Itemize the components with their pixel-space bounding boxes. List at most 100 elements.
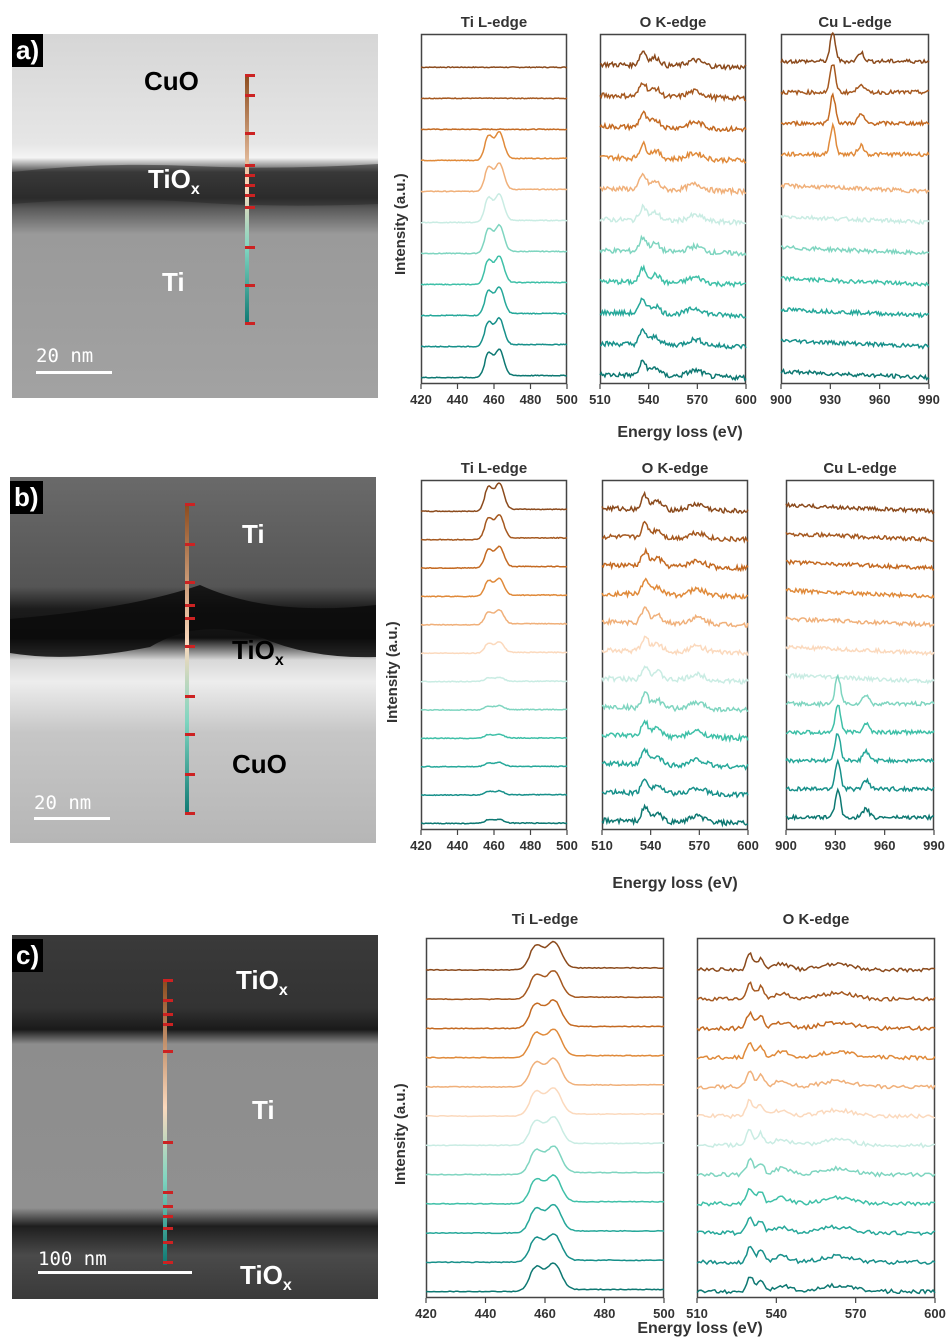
tick-label: 540 bbox=[640, 838, 662, 853]
tick-label: 900 bbox=[770, 392, 792, 407]
label-tiox: TiOx bbox=[148, 164, 200, 198]
spectrum-line bbox=[599, 172, 747, 197]
spectrum-line bbox=[696, 1276, 936, 1295]
spectrum-line bbox=[425, 1057, 665, 1088]
tick-group-cu: 900 930 960 990 bbox=[775, 830, 945, 853]
spectrum-line bbox=[420, 641, 568, 655]
plot-frame bbox=[599, 33, 747, 385]
spectrum-line bbox=[420, 482, 568, 513]
spectrum-line bbox=[601, 665, 749, 685]
tick-label: 500 bbox=[653, 1306, 675, 1321]
spectrum-line bbox=[696, 1216, 936, 1236]
spectrum-line bbox=[420, 255, 568, 286]
label-ti: Ti bbox=[252, 1095, 275, 1125]
spectrum-line bbox=[599, 359, 747, 382]
scale-bar bbox=[36, 371, 112, 374]
spectrum-line bbox=[696, 1128, 935, 1149]
chart-title: Cu L-edge bbox=[818, 14, 892, 31]
label-cuo: CuO bbox=[144, 66, 199, 96]
spectrum-line bbox=[599, 264, 747, 289]
spectrum-cu-a bbox=[780, 31, 930, 385]
spectrum-ti-a bbox=[420, 33, 568, 385]
tem-micrograph-a bbox=[12, 34, 378, 398]
spectrum-line bbox=[599, 140, 747, 165]
panel-a: a) CuO TiOx Ti 20 nm Intensity (a.u.) Ti… bbox=[0, 0, 949, 445]
spectrum-line bbox=[780, 182, 930, 194]
tick-group-ti: 420 440 460 480 500 bbox=[410, 384, 578, 407]
plot-frame bbox=[785, 479, 935, 831]
tick-label: 990 bbox=[923, 838, 945, 853]
spectrum-line bbox=[785, 672, 935, 685]
spectrum-line bbox=[426, 1262, 665, 1293]
spectrum-line bbox=[601, 577, 749, 600]
spectrum-line bbox=[785, 787, 935, 822]
spectrum-line bbox=[599, 81, 747, 103]
spectrum-line bbox=[785, 673, 935, 709]
label-cuo: CuO bbox=[232, 749, 287, 779]
spectrum-line bbox=[420, 577, 568, 598]
spectrum-line bbox=[780, 214, 930, 226]
spectrum-line bbox=[425, 1116, 665, 1147]
spectrum-line bbox=[780, 338, 930, 350]
plot-frame bbox=[420, 479, 568, 831]
spectrum-line bbox=[421, 192, 568, 224]
ticks-a: 420 440 460 480 500 510 540 570 600 900 930 960 99… bbox=[410, 384, 940, 407]
spectrum-line bbox=[425, 1028, 665, 1059]
spectrum-line bbox=[420, 789, 568, 797]
tick-label: 540 bbox=[638, 392, 660, 407]
spectrum-line bbox=[420, 316, 568, 348]
chart-title: Ti L-edge bbox=[460, 460, 528, 477]
label-ti: Ti bbox=[162, 267, 185, 297]
spectrum-line bbox=[780, 121, 930, 159]
scale-label: 20 nm bbox=[34, 792, 92, 814]
spectrum-line bbox=[601, 803, 749, 828]
spectrum-cu-b bbox=[785, 479, 935, 831]
spectrum-line bbox=[599, 327, 747, 350]
spectrum-line bbox=[599, 203, 747, 227]
tick-label: 500 bbox=[556, 392, 578, 407]
scale-bar bbox=[38, 1271, 192, 1274]
scale-label: 100 nm bbox=[38, 1248, 107, 1270]
panel-tag: b) bbox=[10, 481, 43, 514]
spectrum-line bbox=[785, 758, 935, 793]
tick-label: 960 bbox=[869, 392, 891, 407]
spectrum-line bbox=[420, 162, 568, 193]
panel-c: c) TiOx Ti TiOx 100 nm Intensity (a.u.) … bbox=[0, 905, 949, 1340]
panel-b: b) Ti TiOx CuO 20 nm Intensity (a.u.) Ti… bbox=[0, 455, 949, 900]
panel-tag: a) bbox=[12, 34, 44, 67]
tick-label: 510 bbox=[686, 1306, 708, 1321]
spectrum-line bbox=[420, 545, 567, 570]
spectrum-line bbox=[601, 546, 749, 573]
tick-label: 420 bbox=[410, 392, 432, 407]
plot-frame bbox=[420, 33, 568, 385]
spectrum-line bbox=[421, 676, 568, 683]
spectrum-line bbox=[601, 719, 749, 744]
spectrum-line bbox=[599, 297, 747, 320]
tick-label: 900 bbox=[775, 838, 797, 853]
tick-label: 440 bbox=[447, 838, 469, 853]
scale-label: 20 nm bbox=[36, 345, 94, 367]
spectrum-line bbox=[420, 66, 568, 69]
tick-group-o: 510 540 570 600 bbox=[589, 384, 757, 407]
spectrum-line bbox=[420, 733, 567, 740]
tick-label: 440 bbox=[447, 392, 469, 407]
spectrum-line bbox=[601, 635, 749, 657]
tem-micrograph-c bbox=[12, 935, 378, 1299]
tick-label: 480 bbox=[520, 838, 542, 853]
spectrum-line bbox=[599, 234, 747, 257]
spectrum-line bbox=[420, 128, 568, 131]
spectrum-line bbox=[785, 615, 935, 628]
spectrum-line bbox=[601, 490, 749, 515]
spectrum-o-b bbox=[601, 479, 749, 831]
spectrum-line bbox=[780, 31, 930, 65]
panel-tag: c) bbox=[12, 939, 44, 972]
chart-title: O K-edge bbox=[641, 460, 709, 477]
tick-label: 480 bbox=[520, 392, 542, 407]
spectrum-o-c bbox=[696, 937, 936, 1299]
tick-label: 600 bbox=[924, 1306, 946, 1321]
spectrum-line bbox=[785, 531, 935, 543]
spectrum-line bbox=[696, 1098, 936, 1120]
spectrum-line bbox=[425, 1087, 665, 1118]
spectrum-line bbox=[696, 1245, 936, 1266]
spectrum-line bbox=[785, 587, 935, 599]
